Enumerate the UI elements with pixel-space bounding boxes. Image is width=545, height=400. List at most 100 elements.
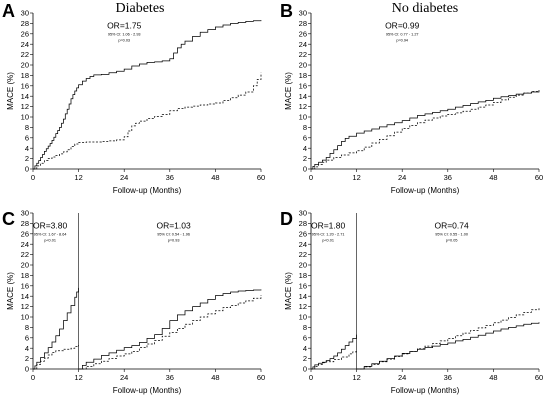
x-tick-label: 60 (535, 173, 543, 182)
series-dashed-line (356, 307, 540, 370)
y-tick-label: 4 (25, 344, 29, 353)
y-tick-label: 16 (21, 281, 29, 290)
x-tick-label: 0 (309, 373, 313, 382)
odds-ratio-label: OR=1.03 (156, 221, 191, 231)
p-value-label: p=0.05 (446, 239, 458, 243)
y-tick-label: 6 (303, 133, 307, 142)
y-tick-label: 24 (21, 240, 29, 249)
y-tick-label: 4 (303, 344, 307, 353)
y-axis-label: MACE (%) (6, 272, 15, 310)
y-tick-label: 12 (299, 302, 307, 311)
y-tick-label: 12 (21, 102, 29, 111)
p-value-label: p=0.94 (396, 39, 408, 43)
y-tick-label: 0 (303, 165, 307, 174)
y-tick-label: 0 (25, 165, 29, 174)
y-tick-label: 6 (303, 333, 307, 342)
y-axis-label: MACE (%) (6, 72, 15, 110)
confidence-interval-label: 95% CI: 0.55 - 1.00 (435, 233, 468, 237)
x-tick-label: 60 (257, 373, 265, 382)
x-tick-label: 24 (120, 173, 128, 182)
x-axis-label: Follow-up (Months) (113, 186, 182, 195)
y-tick-label: 22 (299, 250, 307, 259)
x-tick-label: 0 (31, 373, 35, 382)
y-tick-label: 28 (21, 19, 29, 28)
x-tick-label: 0 (309, 173, 313, 182)
y-tick-label: 14 (299, 92, 307, 101)
y-tick-label: 30 (299, 9, 307, 18)
y-tick-label: 2 (303, 354, 307, 363)
p-value-label: p=0.03 (118, 39, 130, 43)
y-tick-label: 10 (299, 113, 307, 122)
y-tick-label: 20 (21, 61, 29, 70)
y-tick-label: 26 (299, 29, 307, 38)
x-tick-label: 36 (166, 173, 174, 182)
series-dashed-line (311, 89, 540, 170)
p-value-label: p=0.93 (168, 239, 180, 243)
x-tick-label: 60 (535, 373, 543, 382)
y-tick-label: 2 (303, 154, 307, 163)
confidence-interval-label: 95% CI: 0.77 - 1.27 (386, 33, 419, 37)
y-tick-label: 6 (25, 333, 29, 342)
odds-ratio-label: OR=0.74 (434, 221, 469, 231)
x-tick-label: 12 (74, 173, 82, 182)
y-tick-label: 26 (21, 29, 29, 38)
y-tick-label: 26 (299, 229, 307, 238)
x-tick-label: 12 (74, 373, 82, 382)
y-tick-label: 26 (21, 229, 29, 238)
x-tick-label: 48 (211, 173, 219, 182)
y-tick-label: 16 (299, 281, 307, 290)
y-tick-label: 18 (21, 271, 29, 280)
x-axis-label: Follow-up (Months) (391, 386, 460, 395)
odds-ratio-label: OR=0.99 (385, 21, 420, 31)
series-dashed-line (78, 295, 262, 370)
y-tick-label: 14 (21, 92, 29, 101)
confidence-interval-label: 95% CI: 1.67 - 8.64 (34, 233, 67, 237)
y-tick-label: 24 (299, 240, 307, 249)
odds-ratio-label: OR=1.80 (311, 221, 346, 231)
y-tick-label: 28 (299, 219, 307, 228)
panel-letter: A (2, 1, 15, 21)
y-tick-label: 30 (21, 209, 29, 218)
x-tick-label: 48 (489, 173, 497, 182)
y-tick-label: 8 (25, 123, 29, 132)
series-solid-line (78, 289, 262, 370)
y-tick-label: 10 (299, 313, 307, 322)
y-tick-label: 2 (25, 154, 29, 163)
y-tick-label: 30 (299, 209, 307, 218)
y-tick-label: 4 (25, 144, 29, 153)
series-solid-line (33, 20, 262, 170)
series-solid-line (311, 334, 357, 370)
y-tick-label: 16 (299, 81, 307, 90)
y-tick-label: 6 (25, 133, 29, 142)
y-tick-label: 30 (21, 9, 29, 18)
confidence-interval-label: 95% CI: 1.20 - 2.71 (312, 233, 345, 237)
panel-title: Diabetes (116, 1, 165, 16)
y-tick-label: 28 (299, 19, 307, 28)
panel-b: B No diabetes0246810121416182022242628300… (280, 1, 543, 195)
y-tick-label: 14 (299, 292, 307, 301)
y-tick-label: 24 (21, 40, 29, 49)
x-tick-label: 60 (257, 173, 265, 182)
y-tick-label: 20 (299, 61, 307, 70)
odds-ratio-label: OR=3.80 (33, 221, 68, 231)
x-tick-label: 0 (31, 173, 35, 182)
y-tick-label: 18 (299, 71, 307, 80)
y-tick-label: 12 (299, 102, 307, 111)
y-tick-label: 4 (303, 144, 307, 153)
y-tick-label: 0 (25, 365, 29, 374)
x-tick-label: 12 (352, 173, 360, 182)
y-tick-label: 20 (21, 261, 29, 270)
series-solid-line (33, 287, 79, 370)
series-solid-line (311, 91, 540, 170)
y-tick-label: 8 (303, 123, 307, 132)
p-value-label: p<0.01 (322, 239, 334, 243)
x-tick-label: 24 (398, 373, 406, 382)
x-tick-label: 12 (352, 373, 360, 382)
x-tick-label: 36 (166, 373, 174, 382)
y-tick-label: 22 (21, 50, 29, 59)
y-tick-label: 14 (21, 292, 29, 301)
y-tick-label: 8 (25, 323, 29, 332)
